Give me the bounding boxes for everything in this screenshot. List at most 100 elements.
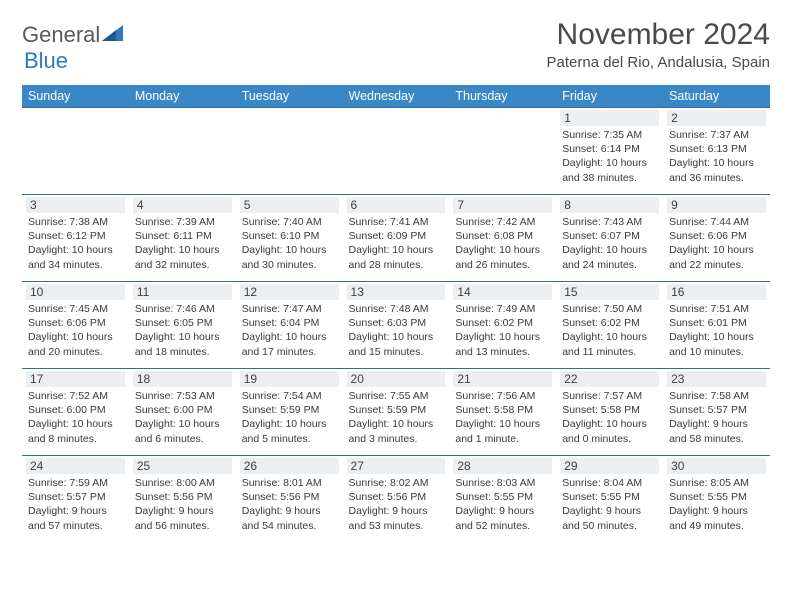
calendar-week-row: 1Sunrise: 7:35 AMSunset: 6:14 PMDaylight… xyxy=(22,108,770,195)
day-detail: Sunrise: 8:05 AMSunset: 5:55 PMDaylight:… xyxy=(667,476,766,533)
daylight-text: Daylight: 10 hours and 30 minutes. xyxy=(242,243,337,271)
sunrise-text: Sunrise: 7:53 AM xyxy=(135,389,230,403)
calendar-page: General November 2024 Paterna del Rio, A… xyxy=(0,0,792,553)
calendar-week-row: 3Sunrise: 7:38 AMSunset: 6:12 PMDaylight… xyxy=(22,195,770,282)
daylight-text: Daylight: 10 hours and 18 minutes. xyxy=(135,330,230,358)
daylight-text: Daylight: 10 hours and 20 minutes. xyxy=(28,330,123,358)
sunrise-text: Sunrise: 7:35 AM xyxy=(562,128,657,142)
daylight-text: Daylight: 10 hours and 26 minutes. xyxy=(455,243,550,271)
day-number: 23 xyxy=(667,371,766,387)
sunset-text: Sunset: 6:00 PM xyxy=(28,403,123,417)
sunrise-text: Sunrise: 7:41 AM xyxy=(349,215,444,229)
sunset-text: Sunset: 5:58 PM xyxy=(562,403,657,417)
day-detail: Sunrise: 7:37 AMSunset: 6:13 PMDaylight:… xyxy=(667,128,766,185)
sunset-text: Sunset: 6:06 PM xyxy=(669,229,764,243)
calendar-day-cell: 29Sunrise: 8:04 AMSunset: 5:55 PMDayligh… xyxy=(556,456,663,543)
sunset-text: Sunset: 6:14 PM xyxy=(562,142,657,156)
calendar-day-cell xyxy=(449,108,556,195)
calendar-day-cell xyxy=(236,108,343,195)
sunrise-text: Sunrise: 7:48 AM xyxy=(349,302,444,316)
calendar-day-cell: 19 Sunrise: 7:54 AMSunset: 5:59 PMDayligh… xyxy=(236,369,343,456)
calendar-day-cell: 23Sunrise: 7:58 AMSunset: 5:57 PMDayligh… xyxy=(663,369,770,456)
sunset-text: Sunset: 6:09 PM xyxy=(349,229,444,243)
day-detail: Sunrise: 7:53 AMSunset: 6:00 PMDaylight:… xyxy=(133,389,232,446)
sunrise-text: Sunrise: 7:44 AM xyxy=(669,215,764,229)
sunrise-text: Sunrise: 7:46 AM xyxy=(135,302,230,316)
day-number: 14 xyxy=(453,284,552,300)
day-number: 7 xyxy=(453,197,552,213)
day-detail: Sunrise: 7:48 AMSunset: 6:03 PMDaylight:… xyxy=(347,302,446,359)
sunset-text: Sunset: 6:12 PM xyxy=(28,229,123,243)
sunrise-text: Sunrise: 7:58 AM xyxy=(669,389,764,403)
month-title: November 2024 xyxy=(547,18,770,52)
sunrise-text: Sunrise: 7:38 AM xyxy=(28,215,123,229)
day-detail: Sunrise: 7:46 AMSunset: 6:05 PMDaylight:… xyxy=(133,302,232,359)
day-number: 9 xyxy=(667,197,766,213)
title-block: November 2024 Paterna del Rio, Andalusia… xyxy=(547,18,770,71)
daylight-text: Daylight: 10 hours and 22 minutes. xyxy=(669,243,764,271)
logo-triangle-icon xyxy=(102,24,124,47)
calendar-day-cell: 9 Sunrise: 7:44 AMSunset: 6:06 PMDaylight… xyxy=(663,195,770,282)
calendar-day-cell: 6Sunrise: 7:41 AMSunset: 6:09 PMDaylight… xyxy=(343,195,450,282)
daylight-text: Daylight: 10 hours and 3 minutes. xyxy=(349,417,444,445)
day-detail: Sunrise: 7:45 AMSunset: 6:06 PMDaylight:… xyxy=(26,302,125,359)
calendar-day-cell: 11Sunrise: 7:46 AMSunset: 6:05 PMDayligh… xyxy=(129,282,236,369)
day-detail: Sunrise: 7:52 AMSunset: 6:00 PMDaylight:… xyxy=(26,389,125,446)
calendar-header-row: Sunday Monday Tuesday Wednesday Thursday… xyxy=(22,85,770,108)
sunset-text: Sunset: 6:03 PM xyxy=(349,316,444,330)
sunset-text: Sunset: 6:01 PM xyxy=(669,316,764,330)
day-detail: Sunrise: 8:02 AMSunset: 5:56 PMDaylight:… xyxy=(347,476,446,533)
weekday-header: Sunday xyxy=(22,85,129,108)
sunset-text: Sunset: 5:57 PM xyxy=(28,490,123,504)
calendar-week-row: 17Sunrise: 7:52 AMSunset: 6:00 PMDayligh… xyxy=(22,369,770,456)
day-number: 19 xyxy=(240,371,339,387)
day-number: 30 xyxy=(667,458,766,474)
day-number: 24 xyxy=(26,458,125,474)
sunrise-text: Sunrise: 7:47 AM xyxy=(242,302,337,316)
daylight-text: Daylight: 10 hours and 5 minutes. xyxy=(242,417,337,445)
sunset-text: Sunset: 5:56 PM xyxy=(349,490,444,504)
sunrise-text: Sunrise: 7:57 AM xyxy=(562,389,657,403)
sunrise-text: Sunrise: 7:54 AM xyxy=(242,389,337,403)
daylight-text: Daylight: 10 hours and 34 minutes. xyxy=(28,243,123,271)
day-detail: Sunrise: 8:03 AMSunset: 5:55 PMDaylight:… xyxy=(453,476,552,533)
day-detail: Sunrise: 7:54 AMSunset: 5:59 PMDaylight:… xyxy=(240,389,339,446)
sunset-text: Sunset: 5:56 PM xyxy=(135,490,230,504)
logo: General xyxy=(22,18,124,48)
calendar-week-row: 10 Sunrise: 7:45 AMSunset: 6:06 PMDayligh… xyxy=(22,282,770,369)
daylight-text: Daylight: 10 hours and 6 minutes. xyxy=(135,417,230,445)
logo-word2: Blue xyxy=(24,48,68,73)
weekday-header: Saturday xyxy=(663,85,770,108)
day-detail: Sunrise: 8:00 AMSunset: 5:56 PMDaylight:… xyxy=(133,476,232,533)
sunrise-text: Sunrise: 7:55 AM xyxy=(349,389,444,403)
sunset-text: Sunset: 5:55 PM xyxy=(669,490,764,504)
calendar-day-cell: 5Sunrise: 7:40 AMSunset: 6:10 PMDaylight… xyxy=(236,195,343,282)
daylight-text: Daylight: 10 hours and 15 minutes. xyxy=(349,330,444,358)
sunrise-text: Sunrise: 8:01 AM xyxy=(242,476,337,490)
calendar-day-cell: 4Sunrise: 7:39 AMSunset: 6:11 PMDaylight… xyxy=(129,195,236,282)
sunset-text: Sunset: 6:13 PM xyxy=(669,142,764,156)
daylight-text: Daylight: 10 hours and 13 minutes. xyxy=(455,330,550,358)
day-number: 5 xyxy=(240,197,339,213)
location-subtitle: Paterna del Rio, Andalusia, Spain xyxy=(547,54,770,71)
sunset-text: Sunset: 5:58 PM xyxy=(455,403,550,417)
day-number: 10 xyxy=(26,284,125,300)
day-detail: Sunrise: 7:43 AMSunset: 6:07 PMDaylight:… xyxy=(560,215,659,272)
calendar-day-cell: 25Sunrise: 8:00 AMSunset: 5:56 PMDayligh… xyxy=(129,456,236,543)
sunset-text: Sunset: 6:10 PM xyxy=(242,229,337,243)
day-detail: Sunrise: 8:01 AMSunset: 5:56 PMDaylight:… xyxy=(240,476,339,533)
logo-word1: General xyxy=(22,22,100,48)
daylight-text: Daylight: 9 hours and 58 minutes. xyxy=(669,417,764,445)
day-detail: Sunrise: 7:35 AMSunset: 6:14 PMDaylight:… xyxy=(560,128,659,185)
calendar-table: Sunday Monday Tuesday Wednesday Thursday… xyxy=(22,85,770,543)
sunrise-text: Sunrise: 7:45 AM xyxy=(28,302,123,316)
daylight-text: Daylight: 10 hours and 17 minutes. xyxy=(242,330,337,358)
day-detail: Sunrise: 7:49 AMSunset: 6:02 PMDaylight:… xyxy=(453,302,552,359)
calendar-day-cell xyxy=(129,108,236,195)
daylight-text: Daylight: 9 hours and 50 minutes. xyxy=(562,504,657,532)
sunrise-text: Sunrise: 7:42 AM xyxy=(455,215,550,229)
daylight-text: Daylight: 10 hours and 0 minutes. xyxy=(562,417,657,445)
day-detail: Sunrise: 7:59 AMSunset: 5:57 PMDaylight:… xyxy=(26,476,125,533)
daylight-text: Daylight: 10 hours and 24 minutes. xyxy=(562,243,657,271)
calendar-day-cell xyxy=(343,108,450,195)
